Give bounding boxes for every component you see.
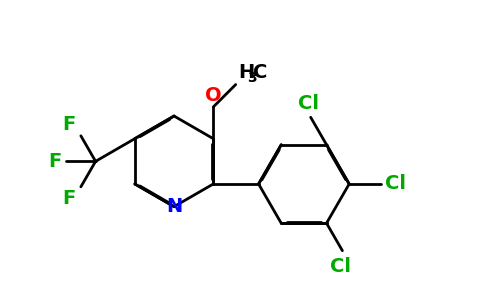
- Text: F: F: [62, 189, 76, 208]
- Text: 3: 3: [247, 71, 257, 85]
- Text: C: C: [253, 63, 267, 82]
- Text: F: F: [48, 152, 61, 171]
- Text: F: F: [62, 115, 76, 134]
- Text: H: H: [238, 63, 254, 82]
- Text: Cl: Cl: [385, 175, 407, 194]
- Text: Cl: Cl: [330, 257, 350, 277]
- Text: O: O: [205, 86, 222, 105]
- Text: N: N: [166, 197, 182, 216]
- Text: Cl: Cl: [298, 94, 319, 113]
